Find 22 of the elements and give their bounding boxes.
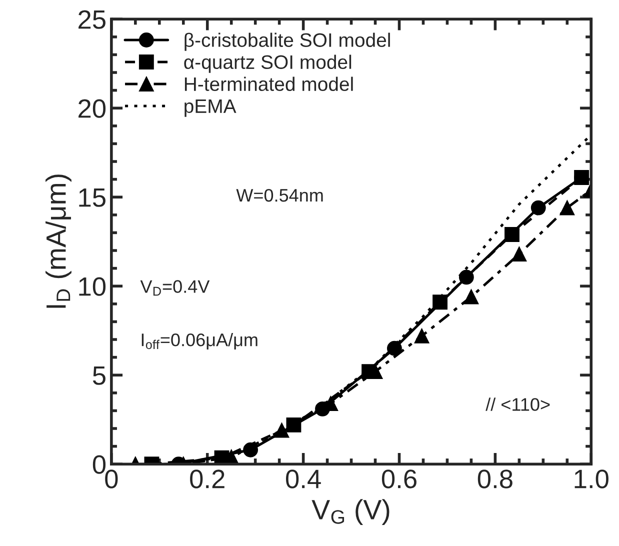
- x-tick-label: 1.0: [574, 470, 608, 488]
- x-tick-label: 0.6: [382, 470, 416, 488]
- x-tick-label: 0.2: [190, 470, 224, 488]
- y-tick-label: 15: [79, 188, 106, 207]
- y-tick-label: 10: [79, 277, 106, 296]
- annotation: // <110>: [486, 398, 550, 411]
- annotation: I$_{off}$=0.06μA/μm: [142, 332, 258, 350]
- y-tick-label: 5: [92, 366, 106, 385]
- x-tick-label: 0.8: [478, 470, 512, 488]
- annotation: W=0.54nm: [236, 188, 323, 202]
- legend-label: H-terminated model: [184, 76, 353, 92]
- y-axis-title: I$_{D}$ (mA/μm): [46, 174, 72, 308]
- legend-label: α-quartz SOI model: [184, 54, 352, 73]
- y-tick-label: 25: [78, 10, 106, 29]
- x-axis-title: V$_{G}$ (V): [312, 499, 390, 525]
- x-tick-label: 0.4: [286, 470, 321, 488]
- legend-label: β-cristobalite SOI model: [184, 32, 390, 51]
- annotation: V$_{D}$=0.4V: [140, 280, 210, 296]
- y-tick-label: 20: [78, 99, 106, 118]
- x-tick-label: 0: [105, 470, 118, 488]
- y-tick-label: 0: [92, 455, 106, 474]
- legend-label: pEMA: [184, 99, 236, 117]
